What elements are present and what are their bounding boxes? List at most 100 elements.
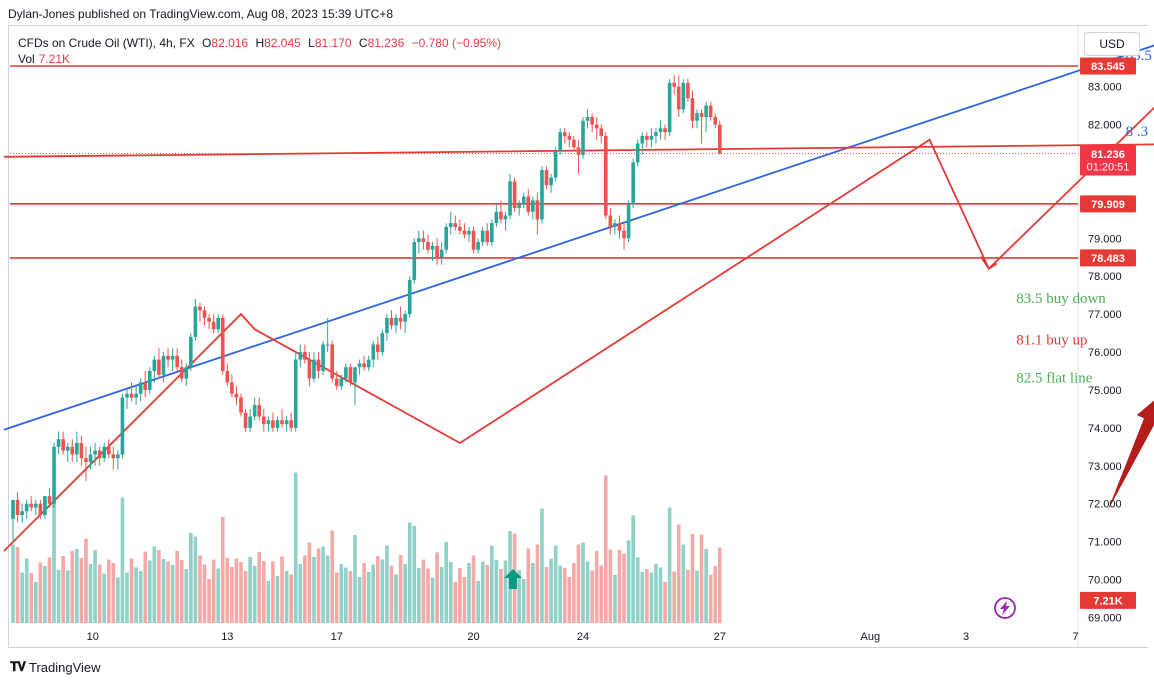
candle-body	[549, 177, 553, 186]
volume-bar	[562, 568, 567, 623]
candle-body	[24, 503, 29, 512]
volume-bar	[421, 559, 426, 623]
volume-bar	[357, 577, 362, 623]
time-tick-label: 10	[87, 631, 99, 643]
volume-bar	[635, 557, 640, 623]
candle-body	[143, 382, 148, 390]
candle-body	[471, 230, 476, 250]
volume-bar	[407, 522, 412, 623]
candle-body	[376, 344, 380, 353]
volume-bar	[339, 564, 344, 623]
volume-bar	[353, 535, 357, 623]
candle-body	[521, 196, 526, 205]
candle-body	[394, 317, 398, 326]
change-value: −0.780 (−0.95%)	[411, 36, 502, 50]
price-label-bg	[1080, 145, 1136, 176]
candle-body	[65, 446, 70, 451]
volume-bar	[52, 500, 56, 623]
candle-body	[334, 378, 339, 387]
volume-bar	[234, 558, 239, 623]
candle-body	[175, 355, 179, 368]
volume-bar	[718, 547, 722, 623]
price-tick-label: 82.000	[1088, 120, 1122, 132]
volume-bar	[138, 571, 143, 623]
volume-bar	[348, 571, 353, 623]
volume-bar	[448, 562, 453, 623]
candle-body	[293, 359, 298, 428]
price-label-text: 81.236	[1091, 149, 1125, 161]
candle-body	[704, 105, 708, 117]
volume-bar	[207, 579, 211, 623]
volume-bar	[84, 538, 88, 623]
volume-bar	[129, 558, 134, 623]
candle-body	[599, 128, 604, 136]
candle-body	[316, 359, 321, 371]
volume-bar	[585, 561, 590, 623]
time-tick-label: 7	[1072, 631, 1078, 643]
volume-bar	[526, 548, 531, 623]
price-tick-label: 76.000	[1088, 347, 1122, 359]
volume-bar	[243, 571, 248, 623]
candle-body	[111, 454, 116, 459]
volume-bar	[134, 567, 138, 623]
candle-body	[88, 454, 93, 462]
symbol-name[interactable]: CFDs on Crude Oil (WTI), 4h, FX	[18, 36, 195, 50]
volume-bar	[111, 563, 116, 623]
volume-bar	[430, 577, 435, 623]
volume-bar	[330, 530, 334, 623]
volume-bar	[435, 552, 439, 623]
candle-body	[503, 215, 508, 220]
volume-bar	[116, 577, 120, 623]
candle-body	[70, 446, 75, 455]
volume-bar	[713, 566, 718, 623]
volume-bar	[29, 573, 34, 623]
volume-bar	[230, 567, 234, 623]
candle-body	[444, 226, 448, 250]
candle-body	[407, 280, 412, 315]
candle-body	[604, 135, 608, 216]
candle-body	[248, 416, 252, 428]
volume-bar	[690, 534, 695, 623]
candle-body	[512, 181, 517, 208]
volume-bar	[704, 549, 708, 623]
close-label: C	[358, 36, 368, 50]
tradingview-logo[interactable]: 𝐓𝐕 TradingView	[10, 659, 101, 675]
volume-bar	[257, 552, 262, 623]
candle-body	[312, 359, 316, 379]
candle-body	[353, 367, 357, 383]
volume-bar	[216, 568, 220, 623]
time-tick-label: 27	[714, 631, 726, 643]
candle-body	[462, 230, 467, 235]
candle-body	[303, 352, 307, 360]
volume-bar	[485, 565, 490, 623]
volume-bar	[617, 550, 622, 623]
candle-body	[412, 242, 417, 281]
horizontal-levels	[10, 65, 1078, 259]
high-label: H	[255, 36, 265, 50]
volume-bar	[79, 558, 84, 623]
volume-bar	[266, 581, 271, 623]
currency-button[interactable]: USD	[1084, 32, 1140, 56]
candle-body	[490, 223, 494, 243]
volume-bar	[417, 568, 421, 623]
volume-bar	[631, 515, 635, 623]
volume-bar	[398, 555, 403, 623]
candle-body	[572, 139, 576, 148]
volume-bar	[458, 568, 462, 623]
candle-body	[207, 317, 211, 322]
open-value: 82.016	[211, 36, 249, 50]
volume-bar	[380, 559, 385, 623]
price-axis-area	[1078, 26, 1148, 647]
candle-body	[239, 397, 243, 413]
candle-body	[102, 446, 106, 459]
volume-bar	[47, 557, 52, 623]
volume-bar	[476, 581, 480, 623]
annotation-text: 82.5 flat line	[1016, 370, 1093, 386]
candle-body	[243, 412, 248, 428]
price-tick-label: 75.000	[1088, 385, 1122, 397]
volume-bar	[220, 517, 225, 623]
volume-bar	[344, 567, 348, 623]
candle-body	[298, 352, 303, 360]
candle-body	[15, 499, 20, 516]
